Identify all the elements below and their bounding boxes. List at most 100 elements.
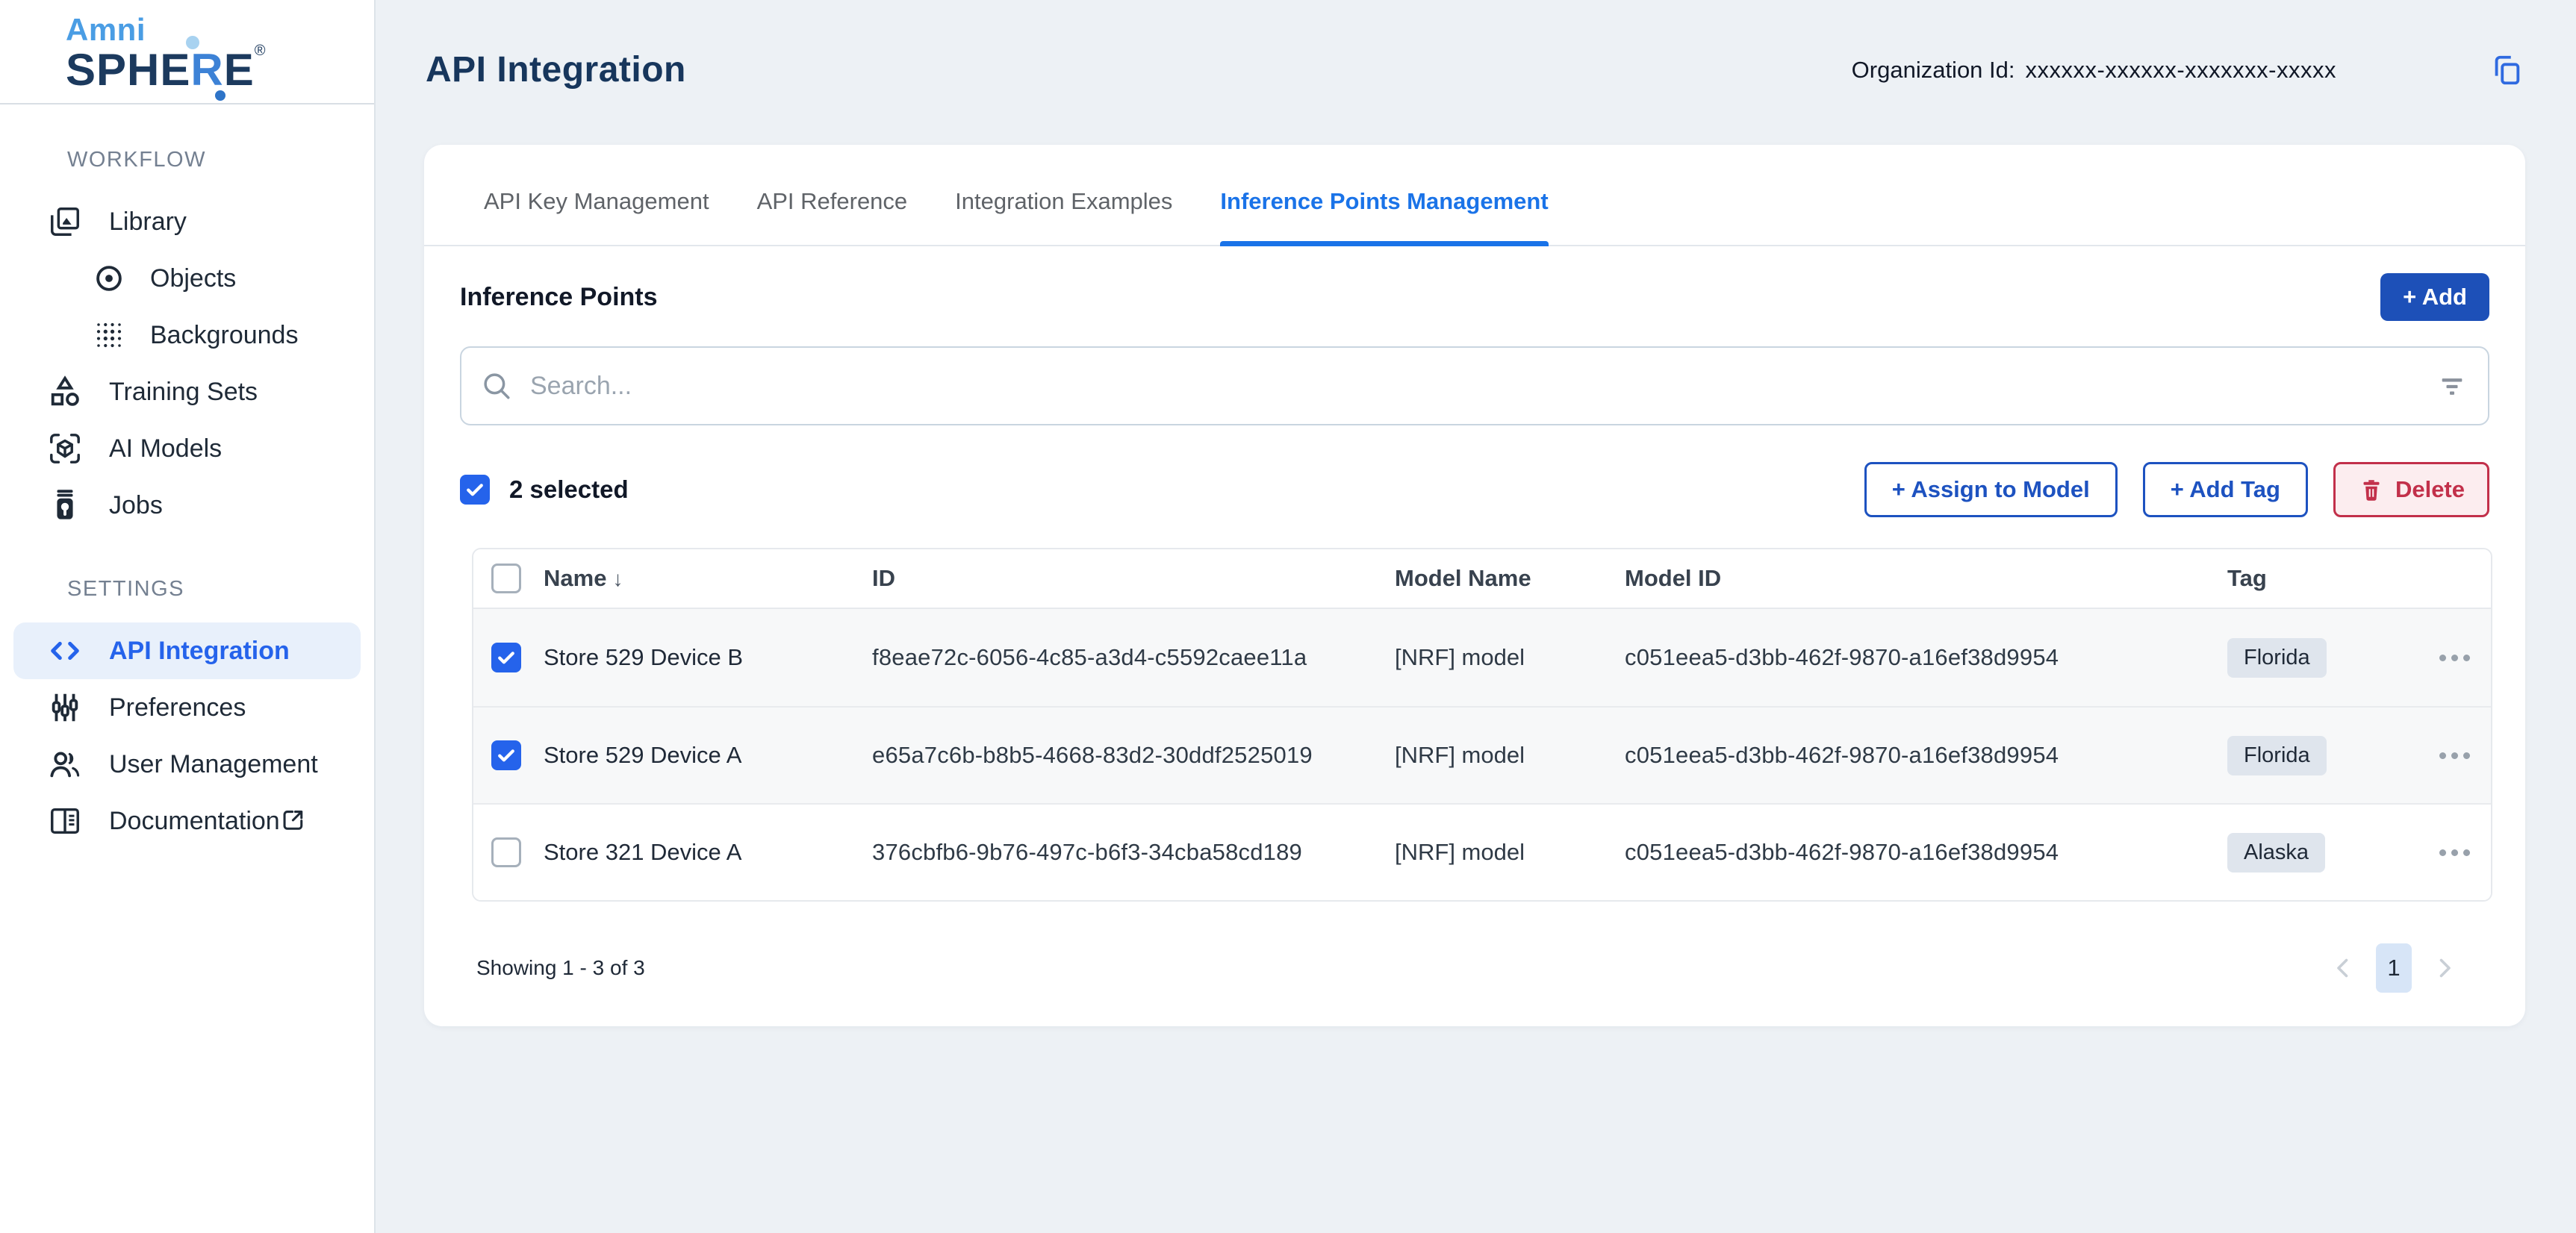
column-header-id[interactable]: ID (872, 565, 895, 591)
sidebar-item-api-integration[interactable]: API Integration (13, 622, 361, 679)
delete-button[interactable]: Delete (2333, 462, 2489, 517)
more-actions-button[interactable] (2415, 654, 2491, 661)
logo-bubble (186, 36, 200, 49)
sort-down-arrow: ↓ (612, 567, 623, 590)
page-header: API Integration Organization Id: xxxxxx-… (376, 0, 2576, 140)
sidebar-item-label: Documentation (109, 806, 280, 835)
cell-model-id: c051eea5-d3bb-462f-9870-a16ef38d9954 (1625, 644, 2059, 670)
sidebar-item-label: Backgrounds (150, 320, 299, 349)
search-icon (481, 370, 512, 402)
settings-section-label: SETTINGS (67, 577, 185, 601)
sidebar-item-jobs[interactable]: Jobs (0, 477, 374, 534)
workflow-section-label: WORKFLOW (67, 148, 206, 172)
pagination: 1 (2330, 943, 2458, 993)
filter-icon[interactable] (2437, 372, 2467, 402)
library-icon (48, 205, 82, 239)
column-header-tag[interactable]: Tag (2227, 565, 2267, 591)
copy-icon[interactable] (2489, 53, 2524, 87)
search-input[interactable] (460, 346, 2489, 425)
sidebar-item-label: Training Sets (109, 377, 258, 406)
add-tag-button[interactable]: + Add Tag (2142, 462, 2308, 517)
table-header-row: Name ↓ ID Model Name Model ID Tag (473, 549, 2491, 609)
sidebar-item-label: Jobs (109, 490, 163, 519)
header-checkbox[interactable] (491, 564, 521, 593)
column-header-model-name[interactable]: Model Name (1395, 565, 1531, 591)
ai-models-icon (48, 431, 82, 466)
sidebar-item-label: AI Models (109, 434, 223, 463)
cell-model-name: [NRF] model (1395, 839, 1525, 865)
external-link-icon (280, 806, 307, 836)
sidebar-item-library[interactable]: Library (0, 193, 374, 250)
cell-model-id: c051eea5-d3bb-462f-9870-a16ef38d9954 (1625, 742, 2059, 768)
sidebar-item-label: API Integration (109, 636, 290, 665)
sliders-icon (48, 690, 82, 725)
search-bar (460, 346, 2489, 425)
cell-name: Store 529 Device A (544, 742, 742, 768)
logo-bubble (214, 90, 225, 101)
organization-id: Organization Id: xxxxxx-xxxxxx-xxxxxxx-x… (1852, 57, 2336, 84)
panel-header: Inference Points + Add (424, 246, 2525, 321)
sidebar-item-training-sets[interactable]: Training Sets (0, 363, 374, 420)
code-icon (48, 634, 82, 668)
sidebar-item-user-management[interactable]: User Management (0, 736, 374, 793)
sidebar-item-ai-models[interactable]: AI Models (0, 420, 374, 477)
table-row[interactable]: Store 529 Device A e65a7c6b-b8b5-4668-83… (473, 706, 2491, 803)
page-title: API Integration (426, 50, 686, 90)
column-header-name[interactable]: Name ↓ (544, 565, 623, 591)
selected-count-label: 2 selected (509, 475, 629, 503)
tag-badge: Alaska (2227, 832, 2326, 873)
organization-id-label: Organization Id: (1851, 56, 2015, 83)
organization-id-value: xxxxxx-xxxxxx-xxxxxxx-xxxxx (2025, 56, 2336, 83)
cell-model-name: [NRF] model (1395, 742, 1525, 768)
selection-toolbar: 2 selected + Assign to Model + Add Tag D… (424, 425, 2525, 517)
tab-bar: API Key Management API Reference Integra… (424, 145, 2525, 246)
chevron-left-icon[interactable] (2330, 955, 2356, 981)
sidebar-item-objects[interactable]: Objects (0, 250, 374, 307)
tag-badge: Florida (2227, 637, 2327, 678)
cell-id: f8eae72c-6056-4c85-a3d4-c5592caee11a (872, 644, 1307, 670)
more-actions-button[interactable] (2415, 849, 2491, 856)
row-checkbox[interactable] (491, 643, 521, 672)
sidebar-item-label: Preferences (109, 693, 246, 722)
backgrounds-icon (93, 319, 125, 351)
content-card: API Key Management API Reference Integra… (424, 145, 2525, 1026)
add-button[interactable]: + Add (2380, 273, 2489, 321)
tab-integration-examples[interactable]: Integration Examples (955, 188, 1173, 214)
brand-logo: Amni SPHE R E® (0, 0, 374, 104)
cell-model-id: c051eea5-d3bb-462f-9870-a16ef38d9954 (1625, 839, 2059, 865)
table-row[interactable]: Store 321 Device A 376cbfb6-9b76-497c-b6… (473, 803, 2491, 900)
more-actions-button[interactable] (2415, 752, 2491, 759)
cell-id: 376cbfb6-9b76-497c-b6f3-34cba58cd189 (872, 839, 1302, 865)
sidebar-item-documentation[interactable]: Documentation (0, 793, 374, 849)
training-sets-icon (48, 375, 82, 409)
row-checkbox[interactable] (491, 837, 521, 867)
row-checkbox[interactable] (491, 740, 521, 770)
cell-name: Store 529 Device B (544, 644, 744, 670)
page-number-button[interactable]: 1 (2376, 943, 2412, 993)
tag-badge: Florida (2227, 735, 2327, 775)
trash-icon (2358, 476, 2385, 503)
registered-mark: ® (254, 43, 267, 59)
tab-api-key-management[interactable]: API Key Management (484, 188, 709, 214)
panel-title: Inference Points (460, 282, 658, 311)
users-icon (48, 747, 82, 781)
sidebar-item-label: Objects (150, 263, 237, 293)
assign-to-model-button[interactable]: + Assign to Model (1864, 462, 2118, 517)
column-header-model-id[interactable]: Model ID (1625, 565, 1722, 591)
tab-inference-points-management[interactable]: Inference Points Management (1220, 188, 1549, 246)
sidebar-item-backgrounds[interactable]: Backgrounds (0, 307, 374, 363)
chevron-right-icon[interactable] (2431, 955, 2458, 981)
book-icon (48, 804, 82, 838)
sidebar-item-preferences[interactable]: Preferences (0, 679, 374, 736)
sidebar: Amni SPHE R E® WORKFLOW Library Objects (0, 0, 376, 1233)
cell-name: Store 321 Device A (544, 839, 742, 865)
table-footer: Showing 1 - 3 of 3 1 (424, 902, 2525, 993)
cell-model-name: [NRF] model (1395, 644, 1525, 670)
select-all-checkbox[interactable] (460, 475, 490, 505)
table-row[interactable]: Store 529 Device B f8eae72c-6056-4c85-a3… (473, 609, 2491, 706)
tab-api-reference[interactable]: API Reference (756, 188, 908, 214)
brand-logo-amni: Amni (66, 12, 146, 47)
cell-id: e65a7c6b-b8b5-4668-83d2-30ddf2525019 (872, 742, 1313, 768)
showing-results-label: Showing 1 - 3 of 3 (476, 956, 645, 979)
